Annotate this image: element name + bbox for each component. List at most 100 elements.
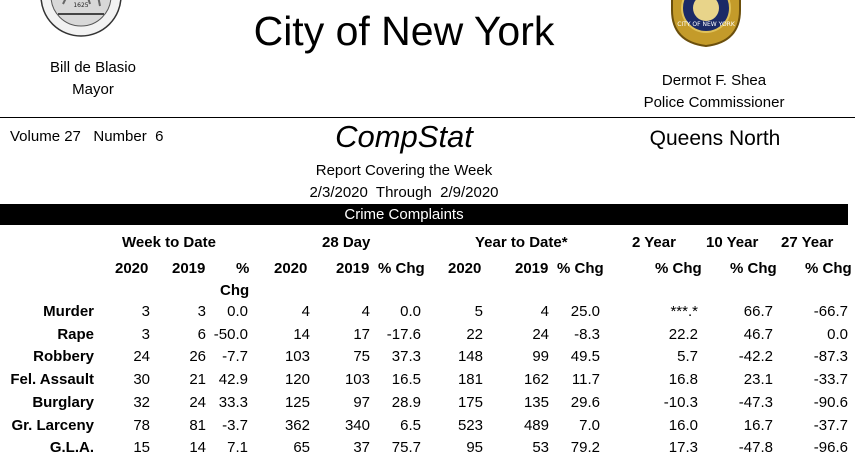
table-cell: 0.0 <box>400 303 421 320</box>
table-cell: -47.3 <box>738 393 773 411</box>
table-cell: ***.* <box>670 303 698 320</box>
header-27-year: 27 Year <box>781 234 834 251</box>
table-cell: 29.6 <box>570 393 600 411</box>
mayor-name: Bill de Blasio <box>50 59 136 76</box>
report-date-range: 2/3/2020 Through 2/9/2020 <box>309 184 499 201</box>
col-week-pct-chg: Chg <box>220 282 250 299</box>
col-2yr-pct-chg: % Chg <box>655 260 702 277</box>
table-cell: 4 <box>540 303 549 320</box>
volume-number: Volume 27 Number 6 <box>10 128 164 145</box>
table-cell: 16.7 <box>743 416 773 434</box>
table-cell: 3 <box>141 303 150 320</box>
table-cell: 4 <box>301 303 310 320</box>
col-ytd-pct-chg: % Chg <box>557 260 604 277</box>
table-cell: 78 <box>133 416 150 434</box>
table-cell: 16.8 <box>668 371 698 389</box>
table-cell: 362 <box>284 416 310 434</box>
table-cell: -33.7 <box>813 371 848 389</box>
report-covering: Report Covering the Week <box>315 162 493 179</box>
table-cell: -50.0 <box>213 325 248 343</box>
report-region: Queens North <box>649 127 781 150</box>
table-cell: 3 <box>141 325 150 343</box>
table-cell: -10.3 <box>663 393 698 411</box>
header-2-year: 2 Year <box>632 234 676 251</box>
row-label: Rape <box>57 325 94 343</box>
svg-text:CITY OF NEW YORK: CITY OF NEW YORK <box>677 21 736 28</box>
table-cell: 75 <box>353 348 370 366</box>
col-ytd-2019: 2019 <box>515 260 549 277</box>
table-cell: 81 <box>189 416 206 434</box>
city-seal: 1625 <box>38 0 124 46</box>
table-cell: 489 <box>523 416 549 434</box>
table-cell: -47.8 <box>738 439 773 456</box>
table-cell: 16.5 <box>391 371 421 389</box>
table-cell: 22.2 <box>668 325 698 343</box>
table-cell: 5 <box>474 303 483 320</box>
mayor-block: Bill de Blasio Mayor <box>0 57 186 101</box>
section-title: Crime Complaints <box>344 206 464 223</box>
commissioner-block: Dermot F. Shea Police Commissioner <box>614 70 814 114</box>
table-cell: 24 <box>189 393 206 411</box>
table-cell: 523 <box>457 416 483 434</box>
table-cell: 17.3 <box>668 439 698 456</box>
table-cell: 24 <box>133 348 150 366</box>
col-28day-2020: 2020 <box>274 260 308 277</box>
row-label: Gr. Larceny <box>11 416 94 434</box>
table-cell: 175 <box>457 393 483 411</box>
commissioner-name: Dermot F. Shea <box>661 72 767 89</box>
nypd-badge: CITY OF NEW YORK <box>666 0 746 60</box>
header-divider <box>0 117 855 118</box>
row-label: Robbery <box>33 348 94 366</box>
table-cell: -8.3 <box>574 325 600 343</box>
table-cell: 97 <box>353 393 370 411</box>
header-10-year: 10 Year <box>706 234 759 251</box>
table-cell: 28.9 <box>391 393 421 411</box>
table-cell: 22 <box>466 325 483 343</box>
col-28day-pct-chg: % Chg <box>378 260 425 277</box>
table-cell: 340 <box>344 416 370 434</box>
table-cell: 42.9 <box>218 371 248 389</box>
header-year-to-date: Year to Date* <box>475 234 568 251</box>
commissioner-title: Police Commissioner <box>643 94 785 111</box>
table-cell: 79.2 <box>570 439 600 456</box>
table-cell: 16.0 <box>668 416 698 434</box>
col-ytd-2020: 2020 <box>448 260 482 277</box>
table-cell: 103 <box>344 371 370 389</box>
table-cell: 30 <box>133 371 150 389</box>
table-cell: 0.0 <box>227 303 248 320</box>
table-cell: -42.2 <box>738 348 773 366</box>
table-cell: 181 <box>457 371 483 389</box>
table-cell: 11.7 <box>571 371 600 389</box>
table-cell: 7.0 <box>579 416 600 434</box>
table-cell: 6.5 <box>400 416 421 434</box>
table-cell: -90.6 <box>813 393 848 411</box>
table-cell: 49.5 <box>570 348 600 366</box>
table-cell: 162 <box>523 371 549 389</box>
table-cell: 135 <box>523 393 549 411</box>
svg-text:1625: 1625 <box>73 2 88 9</box>
col-week-2019: 2019 <box>172 260 206 277</box>
table-cell: 5.7 <box>677 348 698 366</box>
table-cell: 32 <box>133 393 150 411</box>
table-cell: 37.3 <box>391 348 421 366</box>
table-cell: 120 <box>284 371 310 389</box>
col-10yr-pct-chg: % Chg <box>730 260 777 277</box>
section-banner <box>0 204 848 225</box>
row-label: Murder <box>43 303 94 320</box>
table-cell: 25.0 <box>570 303 600 320</box>
report-name: CompStat <box>335 119 473 154</box>
table-cell: 66.7 <box>743 303 773 320</box>
table-cell: -96.6 <box>813 439 848 456</box>
table-cell: 6 <box>197 325 206 343</box>
table-cell: 125 <box>284 393 310 411</box>
row-label: Fel. Assault <box>10 371 94 389</box>
table-cell: 21 <box>189 371 206 389</box>
table-cell: 103 <box>284 348 310 366</box>
mayor-title: Mayor <box>72 81 114 98</box>
table-cell: -87.3 <box>813 348 848 366</box>
table-cell: 46.7 <box>743 325 773 343</box>
table-cell: -37.7 <box>813 416 848 434</box>
table-cell: -17.6 <box>386 325 421 343</box>
table-cell: 26 <box>189 348 206 366</box>
table-cell: 0.0 <box>827 325 848 343</box>
